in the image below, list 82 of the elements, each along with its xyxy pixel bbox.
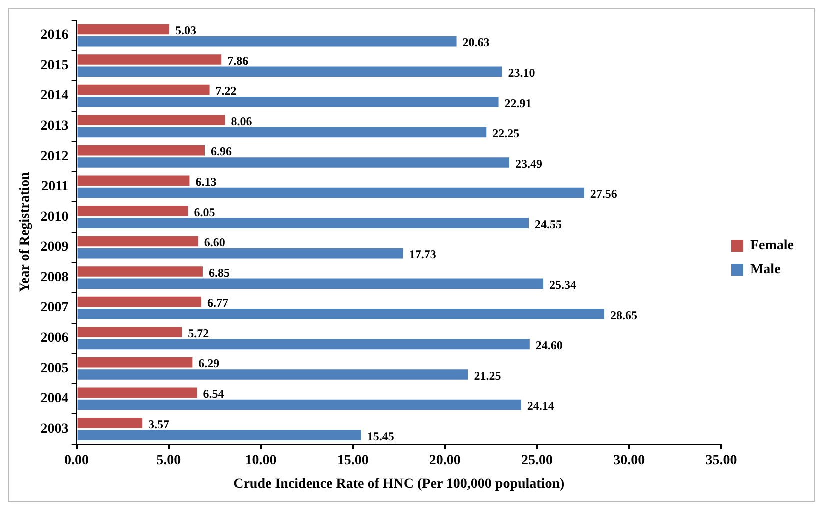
y-tick-label: 2006 [40, 331, 69, 346]
bar [78, 370, 468, 380]
bar [78, 430, 362, 440]
data-label: 6.13 [196, 175, 217, 190]
y-tick-label: 2004 [40, 392, 69, 407]
bar [78, 54, 222, 65]
bar [78, 309, 605, 320]
bar [78, 418, 143, 428]
bar [78, 188, 584, 198]
data-label: 15.45 [367, 429, 394, 444]
bar [78, 248, 404, 259]
y-tick-label: 2007 [40, 300, 69, 316]
data-label: 6.85 [208, 266, 230, 280]
bar [78, 24, 170, 35]
data-label: 6.60 [204, 236, 226, 250]
bar [78, 176, 190, 186]
legend-label: Female [750, 238, 794, 254]
x-tick-label: 5.00 [156, 453, 182, 468]
y-tick-label: 2009 [40, 240, 69, 256]
legend-label: Male [750, 262, 781, 278]
bar [78, 66, 502, 78]
data-label: 6.96 [210, 144, 232, 159]
data-label: 7.22 [216, 84, 237, 98]
bar [78, 400, 522, 410]
bar [78, 388, 198, 398]
y-tick-label: 2015 [40, 58, 69, 74]
x-tick-label: 35.00 [706, 453, 738, 468]
data-label: 22.91 [504, 96, 532, 110]
data-label: 6.05 [194, 205, 216, 220]
data-label: 22.25 [492, 126, 520, 141]
data-label: 3.57 [148, 417, 170, 432]
y-tick-label: 2008 [40, 270, 69, 286]
x-tick-label: 20.00 [429, 453, 461, 468]
bar [78, 84, 210, 96]
data-label: 21.25 [474, 368, 502, 383]
x-tick-label: 10.00 [245, 453, 277, 468]
bar [78, 266, 203, 277]
y-tick-label: 2012 [40, 149, 69, 164]
data-label: 24.55 [534, 217, 562, 232]
bar [78, 218, 529, 228]
data-label: 28.65 [610, 308, 638, 322]
bar [78, 97, 499, 108]
bar [78, 36, 457, 47]
bar [78, 327, 182, 338]
y-tick-label: 2010 [40, 210, 69, 225]
y-axis-title: Year of Registration [18, 172, 34, 293]
data-label: 25.34 [550, 278, 577, 292]
y-tick-label: 2016 [40, 28, 69, 44]
x-tick-label: 0.00 [64, 453, 90, 468]
bar [78, 278, 544, 290]
bar [78, 158, 510, 168]
y-tick-label: 2011 [42, 180, 69, 195]
data-label: 23.49 [515, 156, 542, 171]
bar [78, 127, 487, 138]
bar [78, 236, 198, 247]
bar [78, 115, 226, 126]
y-tick-label: 2014 [40, 88, 69, 104]
data-label: 6.77 [207, 296, 228, 310]
data-label: 5.72 [188, 326, 210, 340]
data-label: 7.86 [228, 54, 249, 68]
data-label: 23.10 [508, 66, 536, 80]
data-label: 27.56 [590, 187, 618, 202]
data-label: 17.73 [409, 248, 436, 262]
bar [78, 339, 530, 350]
x-tick-label: 25.00 [522, 453, 554, 468]
data-label: 6.29 [198, 356, 220, 371]
y-tick-label: 2003 [40, 422, 69, 437]
data-label: 20.63 [462, 36, 490, 50]
y-tick-label: 2005 [40, 361, 69, 376]
bar [78, 145, 205, 156]
data-label: 8.06 [231, 114, 252, 128]
data-label: 5.03 [175, 24, 196, 38]
data-label: 24.60 [536, 338, 563, 353]
data-label: 24.14 [527, 399, 554, 414]
x-tick-label: 15.00 [337, 453, 369, 468]
x-axis-title: Crude Incidence Rate of HNC (Per 100,000 population) [234, 477, 565, 492]
data-label: 6.54 [203, 387, 224, 402]
bar [78, 206, 188, 216]
y-tick-label: 2013 [40, 119, 69, 134]
x-tick-label: 30.00 [614, 453, 646, 468]
bar [78, 296, 202, 308]
bar [78, 357, 193, 368]
